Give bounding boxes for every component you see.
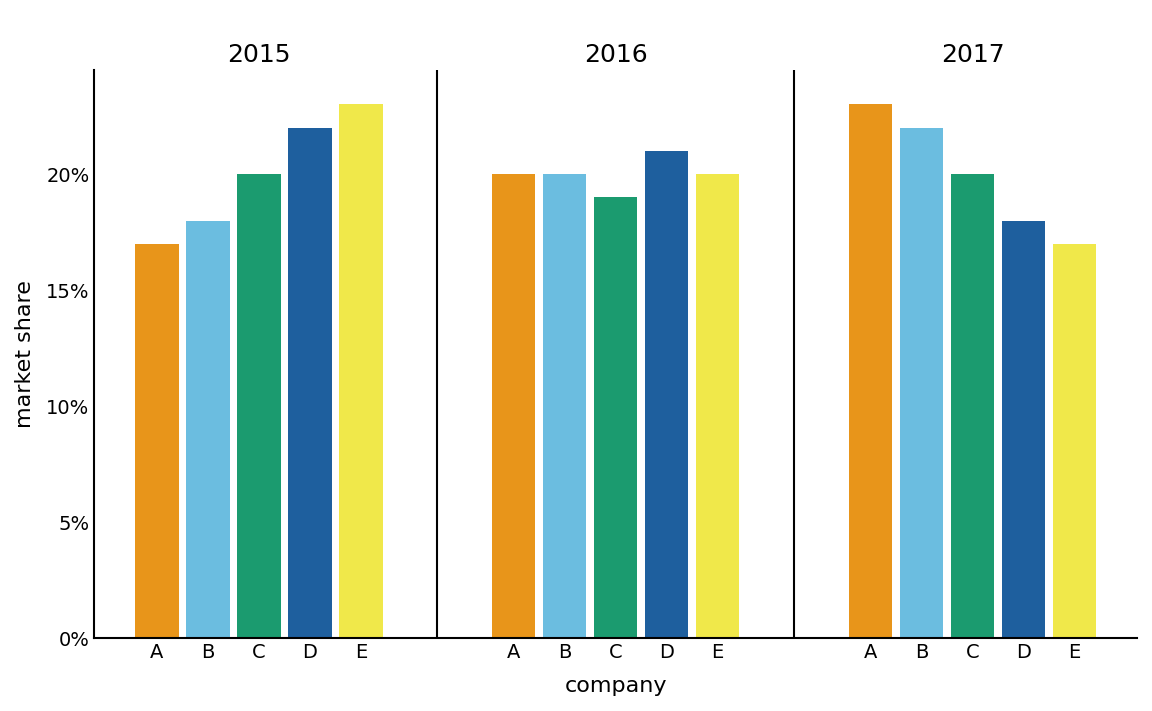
Bar [543, 174, 586, 638]
Y-axis label: market share: market share [15, 280, 35, 428]
Bar [900, 128, 943, 638]
Bar [1053, 244, 1097, 638]
Bar [492, 174, 536, 638]
Bar [187, 220, 229, 638]
X-axis label: company: company [564, 676, 667, 696]
Bar [950, 174, 994, 638]
Bar [339, 105, 382, 638]
Bar [1002, 220, 1045, 638]
Text: 2016: 2016 [584, 43, 647, 68]
Bar [849, 105, 893, 638]
Text: 2015: 2015 [227, 43, 290, 68]
Bar [645, 151, 689, 638]
Bar [696, 174, 740, 638]
Bar [288, 128, 332, 638]
Bar [135, 244, 179, 638]
Bar [594, 198, 637, 638]
Bar [237, 174, 281, 638]
Text: 2017: 2017 [941, 43, 1005, 68]
